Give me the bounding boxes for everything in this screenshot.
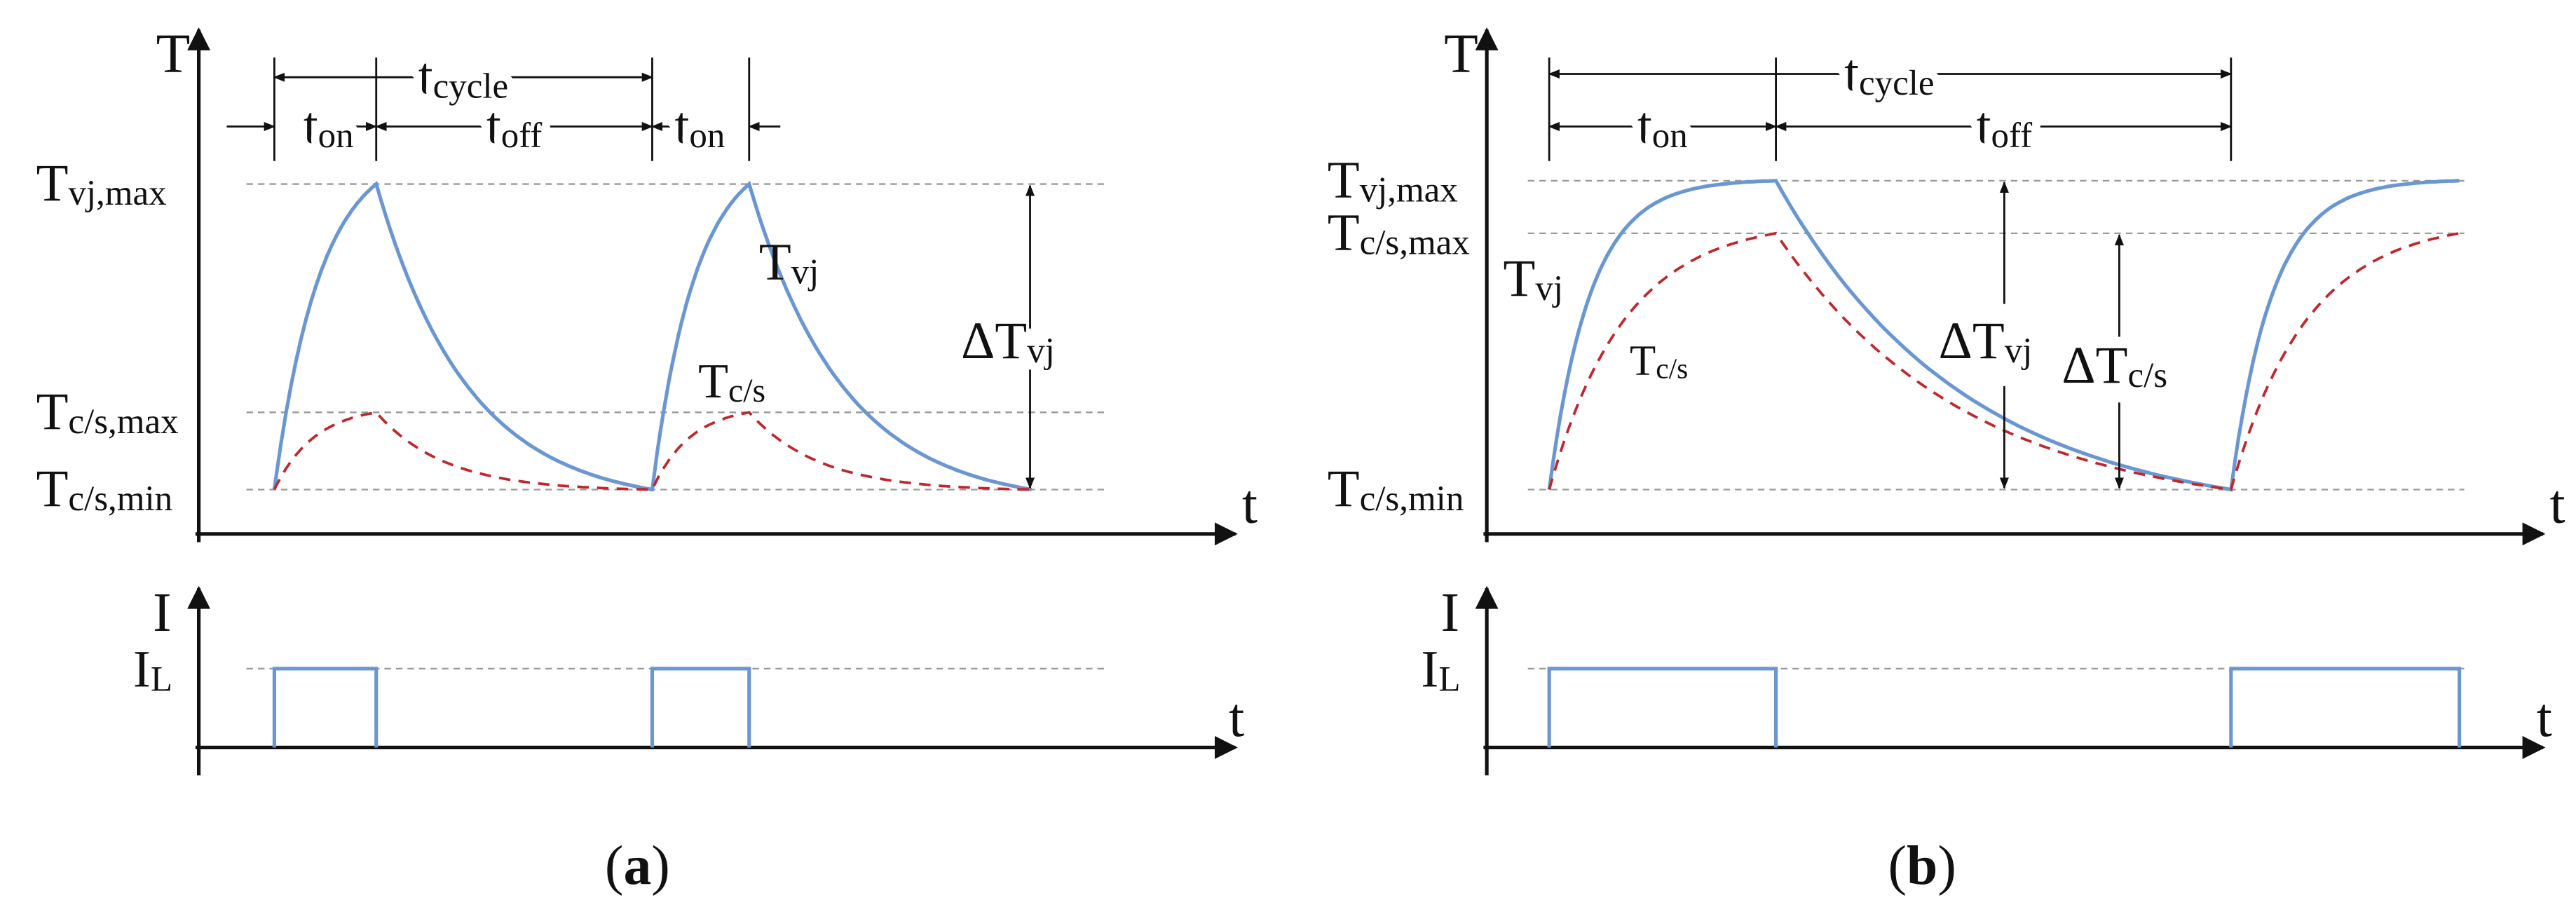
dimension-label-sub: cycle: [433, 67, 509, 107]
axis-label: I: [153, 582, 172, 643]
caption-letter: a: [623, 835, 651, 896]
dimension-label-main: t: [1844, 44, 1859, 102]
delta-label-main: ΔT: [961, 312, 1027, 370]
curve-label-sub: vj: [1535, 269, 1563, 308]
level-label: Tc/s,min: [36, 460, 173, 519]
axis-label: t: [2550, 473, 2565, 535]
level-label-sub: c/s,max: [1360, 223, 1470, 262]
curve-label: Tc/s: [698, 354, 765, 409]
delta-label-sub: vj: [2005, 332, 2033, 371]
delta-label: ΔTvj: [961, 312, 1055, 371]
delta-label-main: ΔT: [2062, 336, 2127, 395]
dimension-label: toff: [486, 97, 542, 156]
dimension-label-main: t: [304, 97, 318, 155]
case-temperature-curve: [273, 411, 1032, 491]
axis-label: t: [1242, 473, 1258, 535]
delta-label-sub: c/s: [2127, 356, 2167, 395]
curve-label-sub: c/s: [1656, 352, 1688, 384]
level-label-main: T: [36, 460, 69, 518]
curve-label-sub: vj: [791, 252, 819, 292]
current-level-label-main: I: [133, 641, 151, 699]
caption-letter: b: [1907, 835, 1937, 896]
axis-label: t: [1229, 687, 1244, 749]
dimension-label-main: t: [486, 97, 501, 155]
curve-label-main: T: [698, 354, 728, 409]
dimension-label-sub: on: [318, 116, 354, 156]
caption-close: ): [1937, 835, 1956, 896]
delta-label: ΔTc/s: [2062, 336, 2167, 395]
dimension-label-sub: on: [1652, 116, 1688, 156]
delta-label-main: ΔT: [1939, 312, 2005, 370]
axis-label: I: [1440, 582, 1459, 643]
curve-label: Tvj: [759, 233, 819, 292]
level-label-sub: c/s,min: [68, 479, 172, 519]
level-label-main: T: [36, 383, 69, 441]
level-label: Tc/s,max: [1328, 203, 1470, 262]
level-label-main: T: [1328, 460, 1360, 518]
axis-label: T: [1444, 23, 1478, 85]
dimension-label-sub: cycle: [1859, 64, 1935, 103]
current-pulse: [2229, 667, 2462, 748]
current-pulse: [272, 667, 379, 748]
current-level-label-sub: L: [1438, 660, 1460, 700]
current-level-label: IL: [1421, 641, 1460, 700]
curve-label-sub: c/s: [728, 372, 765, 409]
curve-label-main: T: [1630, 337, 1656, 384]
current-level-label-main: I: [1421, 641, 1438, 699]
level-label-main: T: [1328, 203, 1360, 261]
caption: (a): [605, 835, 670, 896]
level-label: Tvj,max: [1328, 151, 1458, 210]
caption-close: ): [651, 835, 670, 896]
caption-open: (: [1888, 835, 1907, 896]
dimension-label-sub: off: [1991, 116, 2033, 156]
level-label-sub: c/s,max: [68, 402, 178, 442]
dimension-label: ton: [1637, 97, 1688, 156]
level-label: Tc/s,min: [1328, 460, 1464, 519]
level-label: Tc/s,max: [36, 383, 179, 442]
dimension-label: tcycle: [1844, 44, 1934, 103]
delta-label: ΔTvj: [1939, 312, 2033, 371]
dimension-label: ton: [675, 97, 725, 156]
level-label-sub: vj,max: [68, 174, 166, 213]
axis-label: T: [156, 23, 191, 85]
dimension-label-sub: off: [501, 116, 543, 156]
caption-open: (: [605, 835, 624, 896]
delta-label-sub: vj: [1027, 332, 1055, 371]
axis-label: t: [2537, 687, 2552, 749]
curve-label-main: T: [759, 233, 791, 291]
level-label-main: T: [1328, 151, 1360, 209]
curve-label: Tc/s: [1630, 337, 1688, 384]
level-label-sub: vj,max: [1360, 170, 1458, 210]
dimension-label-main: t: [675, 97, 690, 155]
level-label-main: T: [36, 154, 69, 212]
dimension-label: toff: [1977, 97, 2032, 156]
dimension-label-main: t: [1977, 97, 1991, 155]
current-level-label-sub: L: [151, 660, 172, 700]
junction-temperature-curve: [272, 180, 1033, 492]
level-label-sub: c/s,min: [1360, 479, 1464, 519]
current-pulse: [1547, 667, 1778, 748]
caption: (b): [1888, 835, 1956, 896]
current-level-label: IL: [133, 641, 172, 700]
curve-label: Tvj: [1504, 250, 1564, 308]
dimension-label-sub: on: [689, 116, 725, 156]
level-label: Tvj,max: [36, 154, 167, 213]
dimension-label-main: t: [418, 48, 433, 106]
curve-label-main: T: [1504, 250, 1536, 308]
current-pulse: [650, 667, 751, 748]
dimension-label: ton: [304, 97, 354, 156]
dimension-label-main: t: [1637, 97, 1652, 155]
